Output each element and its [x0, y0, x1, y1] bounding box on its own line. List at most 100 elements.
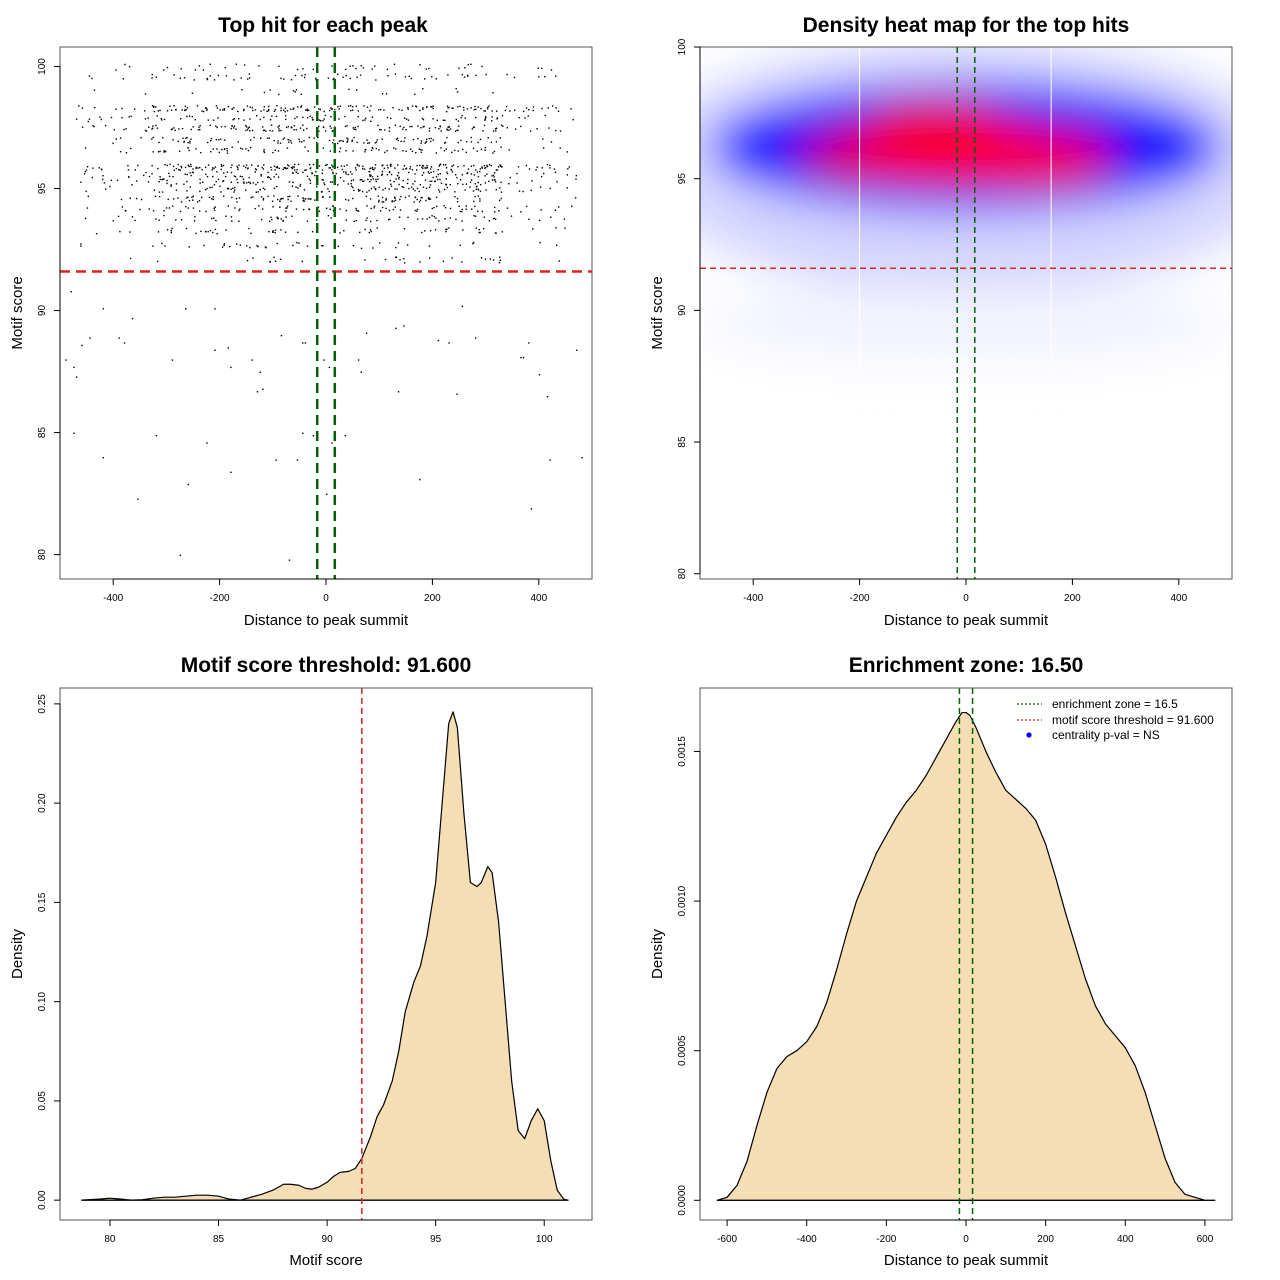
data-point [403, 325, 405, 327]
data-point [402, 186, 405, 189]
data-point [470, 107, 472, 109]
data-point [113, 129, 116, 131]
data-point [277, 198, 279, 201]
data-point [426, 218, 428, 220]
data-point [292, 166, 294, 168]
data-point [302, 68, 304, 70]
data-point [302, 197, 304, 199]
data-point [127, 165, 129, 167]
data-point [302, 129, 305, 131]
data-point [425, 138, 428, 140]
data-point [170, 185, 172, 187]
data-point [475, 186, 478, 188]
data-point [407, 216, 409, 219]
data-point [184, 109, 186, 112]
y-axis-label: Density [649, 928, 666, 979]
data-point [187, 483, 190, 486]
data-point [313, 106, 316, 108]
data-point [467, 168, 470, 170]
data-point [329, 109, 331, 112]
data-point [166, 164, 168, 167]
data-point [290, 126, 293, 128]
data-point [338, 118, 340, 120]
data-point [215, 138, 218, 141]
data-point [479, 170, 481, 173]
data-point [386, 174, 389, 176]
data-point [291, 215, 293, 217]
data-point [339, 147, 342, 149]
data-point [173, 74, 175, 76]
data-point [300, 93, 303, 96]
data-point [471, 128, 474, 130]
plot-area [716, 688, 1216, 1220]
data-point [428, 186, 431, 188]
data-point [417, 137, 419, 140]
data-point [402, 149, 404, 152]
data-point [262, 199, 265, 201]
data-point [177, 140, 179, 143]
data-point [411, 125, 413, 128]
data-point [428, 257, 431, 259]
data-point [525, 164, 528, 167]
data-point [483, 165, 486, 167]
data-point [377, 124, 379, 127]
data-point [540, 175, 543, 178]
data-point [288, 139, 290, 141]
data-point [159, 150, 161, 153]
data-point [273, 165, 276, 168]
data-point [400, 195, 402, 198]
data-point [192, 195, 194, 197]
data-point [202, 110, 205, 113]
data-point [212, 148, 214, 150]
data-point [559, 147, 561, 149]
data-point [243, 182, 245, 185]
data-point [457, 141, 459, 144]
data-point [102, 178, 104, 181]
data-point [92, 167, 94, 169]
data-point [498, 261, 501, 264]
data-point [322, 195, 324, 198]
data-point [185, 227, 188, 230]
data-point [125, 152, 128, 154]
data-point [248, 181, 250, 183]
data-point [168, 207, 171, 209]
data-point [509, 176, 511, 179]
data-point [365, 117, 367, 120]
data-point [259, 118, 261, 121]
data-point [245, 164, 248, 166]
data-point [184, 105, 187, 107]
data-point [78, 105, 80, 107]
data-point [370, 105, 372, 107]
data-point [191, 171, 194, 173]
data-point [508, 182, 510, 185]
data-point [137, 164, 139, 167]
data-point [121, 107, 123, 110]
data-point [470, 165, 473, 167]
data-point [163, 69, 165, 71]
data-point [311, 117, 313, 119]
data-point [357, 115, 359, 118]
data-point [213, 183, 216, 186]
data-point [419, 63, 421, 66]
data-point [214, 349, 216, 352]
data-point [221, 148, 223, 151]
data-point [301, 260, 303, 263]
data-point [371, 68, 373, 70]
data-point [191, 92, 194, 94]
panel-score-density: Motif score threshold: 91.600 80 85 90 95 10… [9, 654, 593, 1269]
data-point [247, 78, 249, 80]
data-point [572, 119, 574, 121]
data-point [119, 150, 122, 153]
data-point [269, 261, 271, 263]
data-point [180, 218, 183, 221]
data-point [513, 76, 516, 79]
data-point [277, 140, 279, 142]
data-point [581, 456, 583, 459]
data-point [173, 105, 175, 107]
data-point [444, 141, 447, 144]
data-point [455, 118, 457, 121]
data-point [362, 190, 364, 193]
data-point [213, 167, 215, 170]
data-point [397, 391, 400, 393]
data-point [501, 231, 504, 233]
